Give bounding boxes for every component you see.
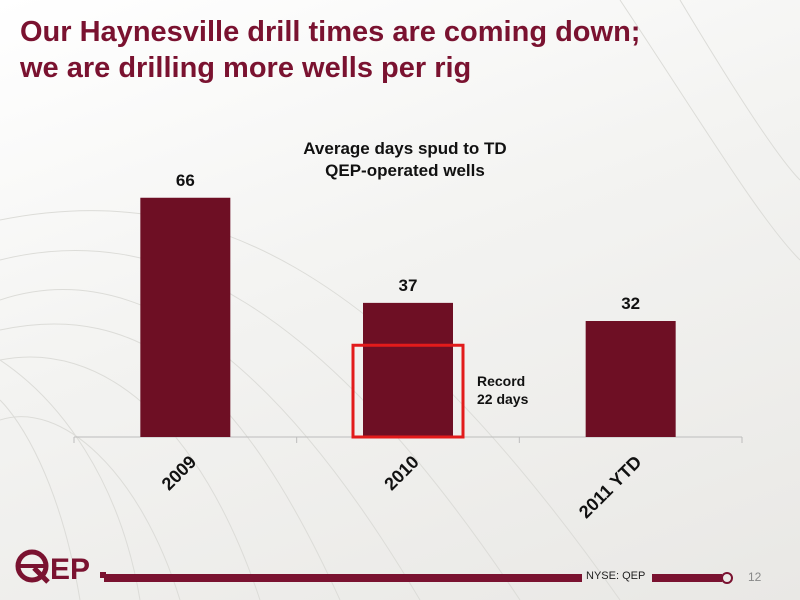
slide-title-line1: Our Haynesville drill times are coming d… <box>20 16 641 48</box>
chart-title-line2: QEP-operated wells <box>325 161 485 180</box>
chart-title: Average days spud to TD QEP-operated wel… <box>240 138 570 182</box>
x-tick-label: 2009 <box>158 452 200 494</box>
bar-2010 <box>363 302 453 437</box>
record-highlight-box <box>351 343 465 439</box>
annotation-line2: 22 days <box>477 391 529 407</box>
chart-title-line1: Average days spud to TD <box>303 139 507 158</box>
data-label: 37 <box>399 276 418 295</box>
qep-logo: EP <box>15 549 106 586</box>
slide-title-line2: we are drilling more wells per rig <box>20 52 472 84</box>
page-number: 12 <box>748 570 762 584</box>
data-label: 66 <box>176 171 195 190</box>
x-tick-label: 2011 YTD <box>575 452 646 523</box>
bar-2011-ytd <box>585 321 676 437</box>
svg-text:EP: EP <box>50 553 90 586</box>
x-tick-label: 2010 <box>380 452 422 494</box>
footer-ticker: NYSE: QEP <box>586 570 646 582</box>
bar-2009 <box>140 197 231 437</box>
annotation-line1: Record <box>477 373 525 389</box>
data-label: 32 <box>621 294 640 313</box>
slide-title: Our Haynesville drill times are coming d… <box>20 14 780 86</box>
